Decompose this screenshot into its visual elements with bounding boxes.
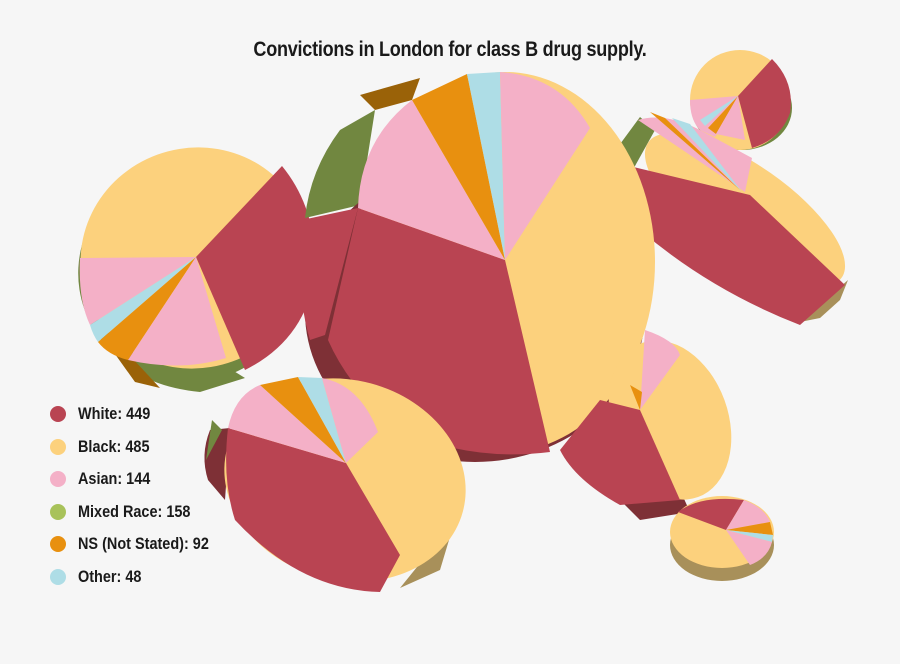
swatch-white-icon [50,406,66,423]
legend-item-mixed-race: Mixed Race: 158 [50,496,232,529]
legend-item-black: Black: 485 [50,431,232,464]
legend: White: 449 Black: 485 Asian: 144 Mixed R… [50,398,232,593]
pie-bottom-middle [204,377,466,592]
legend-label: White: 449 [78,404,151,424]
swatch-not-stated-icon [50,536,66,553]
legend-label: Black: 485 [78,436,150,456]
swatch-other-icon [50,568,66,585]
swatch-black-icon [50,438,66,455]
legend-item-white: White: 449 [50,398,232,431]
pie-bottom-right-small [670,496,774,581]
legend-label: Other: 48 [78,566,142,586]
chart-title: Convictions in London for class B drug s… [253,38,647,61]
legend-item-other: Other: 48 [50,561,232,594]
legend-label: Asian: 144 [78,469,151,489]
pie-main [299,72,655,462]
legend-label: Mixed Race: 158 [78,501,191,521]
pie-top-small [690,50,792,150]
pie-right-elongated [612,112,848,325]
legend-item-asian: Asian: 144 [50,463,232,496]
swatch-mixed-race-icon [50,503,66,520]
pie-left [78,147,316,392]
pie-right-bottom [560,330,732,520]
legend-item-not-stated: NS (Not Stated): 92 [50,528,232,561]
legend-label: NS (Not Stated): 92 [78,534,209,554]
swatch-asian-icon [50,471,66,488]
